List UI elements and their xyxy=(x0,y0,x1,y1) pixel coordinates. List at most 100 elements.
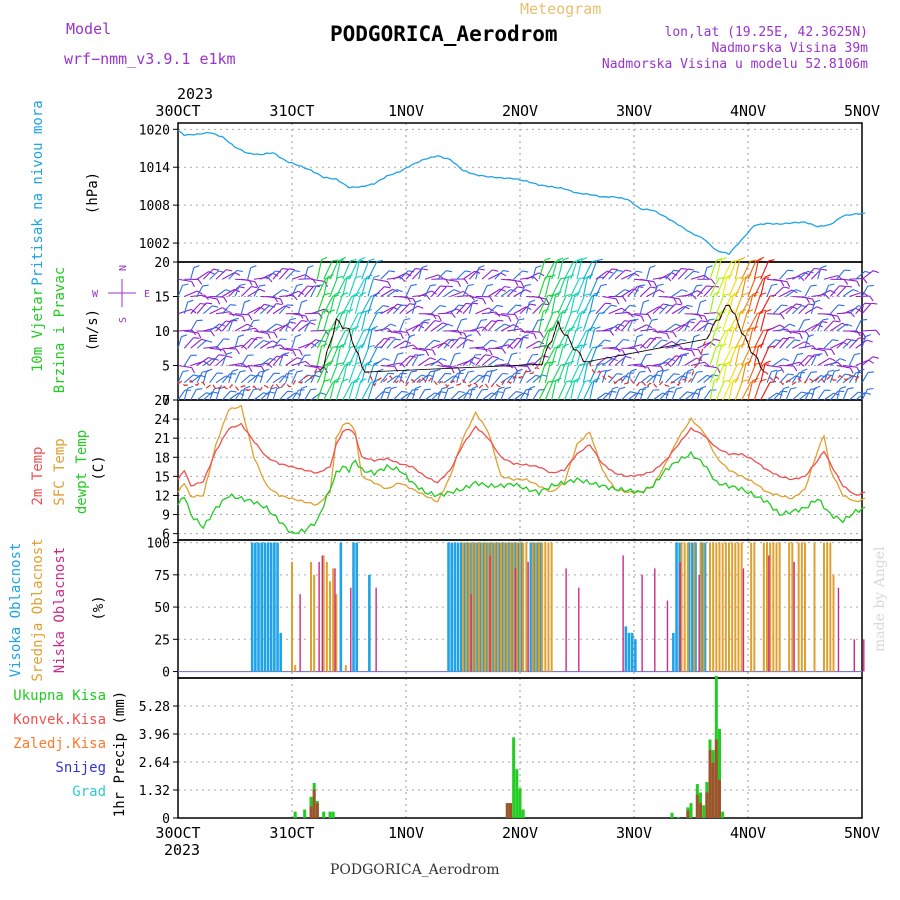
wind-barb xyxy=(226,351,233,355)
wind-barb xyxy=(722,295,732,314)
wind-barb xyxy=(405,354,416,366)
mid-cloud-bar xyxy=(728,542,730,672)
wind-barb xyxy=(519,285,526,297)
wind-barb xyxy=(234,371,241,383)
wind-barb xyxy=(682,352,690,356)
wind-barb xyxy=(447,323,454,327)
wind-barb xyxy=(816,353,823,356)
mid-cloud-bar xyxy=(325,561,328,672)
station-title: PODGORICA_Aerodrom xyxy=(330,22,558,46)
wind-barb xyxy=(766,339,776,349)
wind-barb xyxy=(292,294,298,301)
high-cloud-bar xyxy=(450,542,453,672)
wind-barb xyxy=(288,368,295,372)
conv-precip-bar xyxy=(309,806,313,818)
wind-barb xyxy=(260,330,275,334)
wind-barb xyxy=(183,374,194,384)
top-date-label: 30OCT xyxy=(155,102,200,120)
wind-barb xyxy=(266,388,272,401)
wind-barb xyxy=(234,389,243,401)
wind-barb xyxy=(350,259,357,262)
wind-barb xyxy=(518,318,525,321)
wind-barb xyxy=(630,319,637,322)
wind-barb xyxy=(489,349,493,356)
wind-barb xyxy=(382,305,390,308)
wind-barb xyxy=(525,289,532,293)
low-cloud-bar xyxy=(350,587,352,672)
wind-barb xyxy=(779,306,792,315)
wind-barb xyxy=(582,261,593,280)
wind-barb xyxy=(846,285,853,288)
wind-barb xyxy=(747,380,754,401)
wind-barb xyxy=(563,295,574,314)
wind-barb xyxy=(196,388,203,390)
wind-barb xyxy=(396,289,403,293)
high-cloud-bar xyxy=(273,542,276,672)
wind-barb xyxy=(700,385,707,389)
wind-barb xyxy=(657,369,664,373)
wind-barb xyxy=(367,312,378,332)
wind-barb xyxy=(380,337,391,349)
wind-barb xyxy=(409,334,416,338)
mid-cloud-bar xyxy=(762,542,765,672)
wind-barb xyxy=(821,268,828,271)
wind-barb xyxy=(696,374,708,384)
wind-barb xyxy=(741,295,752,315)
wind-barb xyxy=(532,295,547,300)
wind-barb xyxy=(456,371,461,383)
wind-barb xyxy=(392,391,403,401)
wind-barb xyxy=(810,371,817,373)
wind-barb xyxy=(247,364,262,368)
wind-barb xyxy=(791,354,798,366)
wind-barb xyxy=(686,391,694,394)
wind-barb xyxy=(810,354,817,366)
wind-barb xyxy=(222,288,235,297)
wind-barb xyxy=(386,338,396,349)
wind-barb xyxy=(544,261,556,280)
wind-barb xyxy=(538,311,544,332)
wind-barb xyxy=(405,389,413,401)
wind-barb xyxy=(703,285,714,297)
wind-barb xyxy=(574,377,581,381)
wind-barb xyxy=(196,371,203,383)
wind-barb xyxy=(861,318,868,321)
wind-barb xyxy=(209,372,218,384)
wind-barb xyxy=(266,323,277,332)
wind-barb xyxy=(750,380,757,383)
wind-barb xyxy=(741,363,747,383)
wind-barb xyxy=(563,347,575,366)
wind-barb xyxy=(658,289,665,293)
wind-barb xyxy=(272,268,283,280)
mid-cloud-bar xyxy=(791,542,794,672)
total-precip-bar xyxy=(518,788,522,818)
conv-precip-bar xyxy=(708,750,712,818)
mid-cloud-bar xyxy=(477,542,480,672)
wind-barb xyxy=(316,311,324,332)
wind-barb xyxy=(584,293,591,296)
wind-barb xyxy=(779,269,788,280)
wind-barb xyxy=(177,389,186,401)
model-altitude-info: Nadmorska Visina u modelu 52.8106m xyxy=(601,57,868,72)
wind-barb xyxy=(605,302,612,305)
wind-barb xyxy=(373,391,384,401)
wind-barb xyxy=(228,362,243,367)
wind-barb xyxy=(437,373,446,384)
wind-barb xyxy=(346,360,353,364)
wind-barb xyxy=(824,350,829,357)
wind-barb xyxy=(449,304,459,315)
wind-barb xyxy=(804,389,812,401)
wind-barb xyxy=(441,386,448,390)
wind-barb xyxy=(620,391,631,401)
wind-barb xyxy=(728,380,734,401)
wind-barb xyxy=(468,354,476,366)
wind-barb xyxy=(849,330,864,334)
wind-barb xyxy=(253,276,268,280)
wind-barb xyxy=(684,270,694,280)
mid-cloud-bar xyxy=(322,555,325,672)
wind-barb xyxy=(696,302,701,314)
wind-barb xyxy=(650,286,657,289)
low-cloud-bar xyxy=(863,639,865,672)
wind-barb xyxy=(715,277,725,297)
wind-barb xyxy=(404,318,411,321)
t2m-line xyxy=(177,422,866,496)
